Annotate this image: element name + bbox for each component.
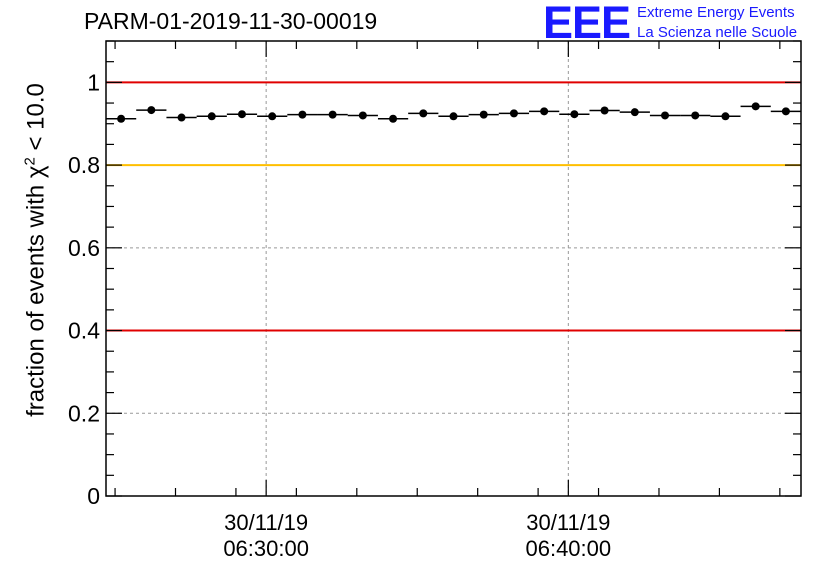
y-tick-label-0: 0 [87, 483, 100, 509]
y-tick-label-2: 0.4 [68, 318, 100, 344]
x-tick-time-0: 06:30:00 [223, 536, 309, 561]
data-point-19 [691, 111, 700, 120]
y-tick-label-1: 0.2 [68, 400, 100, 426]
data-point-20 [721, 112, 730, 121]
data-point-10 [419, 109, 428, 118]
data-point-21 [751, 102, 760, 111]
data-point-0 [117, 114, 126, 123]
logo-line-2: La Scienza nelle Scuole [637, 24, 798, 41]
data-point-4 [237, 110, 246, 119]
y-tick-label-4: 0.8 [68, 152, 100, 178]
data-point-22 [781, 107, 790, 116]
logo-line-1: Extreme Energy Events [637, 4, 795, 21]
data-point-13 [509, 109, 518, 118]
y-tick-label-3: 0.6 [68, 235, 100, 261]
y-tick-label-5: 1 [87, 69, 100, 95]
data-point-14 [540, 107, 549, 116]
x-tick-time-1: 06:40:00 [525, 536, 612, 561]
x-tick-date-1: 30/11/19 [526, 510, 611, 535]
data-point-2 [177, 113, 186, 122]
x-tick-label-1: 30/11/19 06:40:00 [525, 510, 611, 562]
data-point-15 [570, 110, 579, 119]
data-point-18 [661, 111, 670, 120]
eee-logo: EEE [543, 0, 631, 48]
data-point-11 [449, 112, 458, 121]
data-point-16 [600, 106, 609, 115]
plot-frame [105, 40, 802, 497]
data-point-6 [298, 110, 307, 119]
data-point-17 [630, 108, 639, 117]
x-tick-label-0: 30/11/19 06:30:00 [223, 510, 309, 562]
data-point-1 [147, 106, 156, 115]
data-point-5 [268, 112, 277, 121]
data-point-3 [207, 112, 216, 121]
data-point-12 [479, 110, 488, 119]
data-point-8 [358, 111, 367, 120]
data-point-7 [328, 110, 337, 119]
chart-title: PARM-01-2019-11-30-00019 [84, 8, 378, 34]
data-point-9 [389, 114, 398, 123]
x-tick-date-0: 30/11/19 [224, 510, 309, 535]
